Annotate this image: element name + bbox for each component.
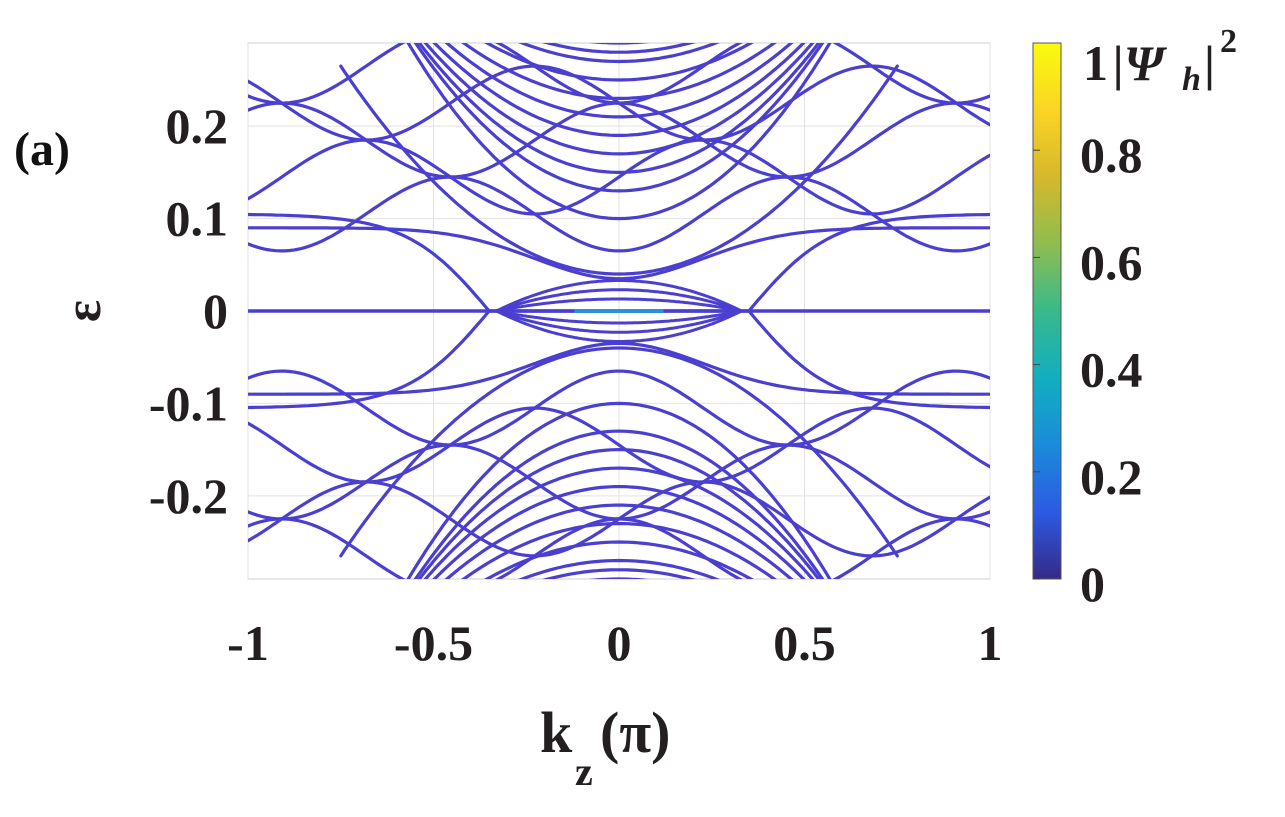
x-tick-label: 0 bbox=[607, 615, 632, 671]
band-line bbox=[248, 43, 990, 105]
band-line bbox=[423, 43, 815, 156]
band-line bbox=[542, 568, 696, 579]
band-line bbox=[461, 522, 777, 579]
y-tick-label: 0.2 bbox=[166, 98, 229, 154]
pocket-band bbox=[495, 297, 743, 313]
band-line bbox=[406, 43, 832, 221]
colorbar-label-prefix: 1 bbox=[1083, 35, 1108, 91]
band-line bbox=[432, 485, 806, 579]
band-line bbox=[483, 540, 755, 579]
x-tick-label: 0.5 bbox=[773, 615, 836, 671]
band-line bbox=[423, 466, 815, 579]
colorbar-label-sub: h bbox=[1182, 61, 1201, 98]
colorbar-tick-label: 0.4 bbox=[1080, 342, 1143, 398]
colorbar-tick-label: 0 bbox=[1080, 556, 1105, 612]
band-line bbox=[248, 175, 990, 253]
x-axis-label: k z (π) bbox=[540, 700, 670, 794]
band-line bbox=[444, 503, 794, 579]
pocket-band bbox=[495, 309, 743, 325]
x-tick-label: -0.5 bbox=[394, 615, 473, 671]
pocket-band bbox=[495, 279, 743, 313]
surface-band bbox=[248, 226, 990, 281]
x-ticks: -1 -0.5 0 0.5 1 bbox=[227, 615, 1002, 671]
panel-label: (a) bbox=[14, 123, 70, 176]
band-lines bbox=[248, 43, 990, 579]
colorbar-tick-label: 0.8 bbox=[1080, 127, 1143, 183]
colorbar-tick-label: 0.2 bbox=[1080, 449, 1143, 505]
band-line bbox=[248, 369, 990, 447]
colorbar: 0 0.2 0.4 0.6 0.8 1 |Ψ h | 2 bbox=[1032, 23, 1237, 612]
y-tick-label: 0 bbox=[203, 283, 228, 339]
band-line bbox=[542, 43, 696, 54]
y-ticks: -0.2 -0.1 0 0.1 0.2 bbox=[149, 98, 228, 524]
band-line bbox=[339, 64, 899, 276]
surface-band bbox=[248, 341, 990, 396]
x-axis-label-sub: z bbox=[575, 749, 593, 794]
colorbar-label-symbol: |Ψ bbox=[1113, 35, 1168, 91]
y-tick-label: -0.1 bbox=[149, 375, 228, 431]
pocket-band bbox=[495, 309, 743, 343]
band-line bbox=[406, 401, 832, 579]
colorbar-tick-label: 0.6 bbox=[1080, 234, 1143, 290]
x-tick-label: 1 bbox=[978, 615, 1003, 671]
band-line bbox=[417, 43, 821, 175]
band-line bbox=[417, 447, 821, 579]
band-line bbox=[483, 43, 755, 82]
pocket-band bbox=[495, 309, 743, 334]
y-tick-label: -0.2 bbox=[149, 468, 228, 524]
y-tick-label: 0.1 bbox=[166, 191, 229, 247]
x-axis-label-main: k bbox=[540, 700, 573, 765]
band-line bbox=[432, 43, 806, 137]
band-line bbox=[444, 43, 794, 119]
colorbar-label-close: | bbox=[1204, 35, 1215, 91]
band-line bbox=[413, 43, 825, 193]
y-axis-label: ε bbox=[55, 300, 112, 322]
colorbar-label-sup: 2 bbox=[1220, 23, 1237, 60]
band-line bbox=[517, 558, 721, 579]
band-line bbox=[339, 346, 899, 558]
colorbar-label: 1 |Ψ h | 2 bbox=[1083, 23, 1237, 98]
pocket-band bbox=[495, 288, 743, 313]
x-axis-label-unit: (π) bbox=[600, 700, 670, 765]
band-line bbox=[517, 43, 721, 64]
band-line bbox=[461, 43, 777, 100]
band-line bbox=[588, 43, 650, 45]
band-line bbox=[248, 517, 990, 579]
colorbar-ticks: 0 0.2 0.4 0.6 0.8 bbox=[1033, 127, 1143, 612]
band-line bbox=[413, 429, 825, 579]
colorbar-gradient bbox=[1032, 42, 1062, 580]
plot-area: -0.2 -0.1 0 0.1 0.2 -1 -0.5 0 0.5 1 bbox=[149, 42, 1003, 671]
x-tick-label: -1 bbox=[227, 615, 269, 671]
